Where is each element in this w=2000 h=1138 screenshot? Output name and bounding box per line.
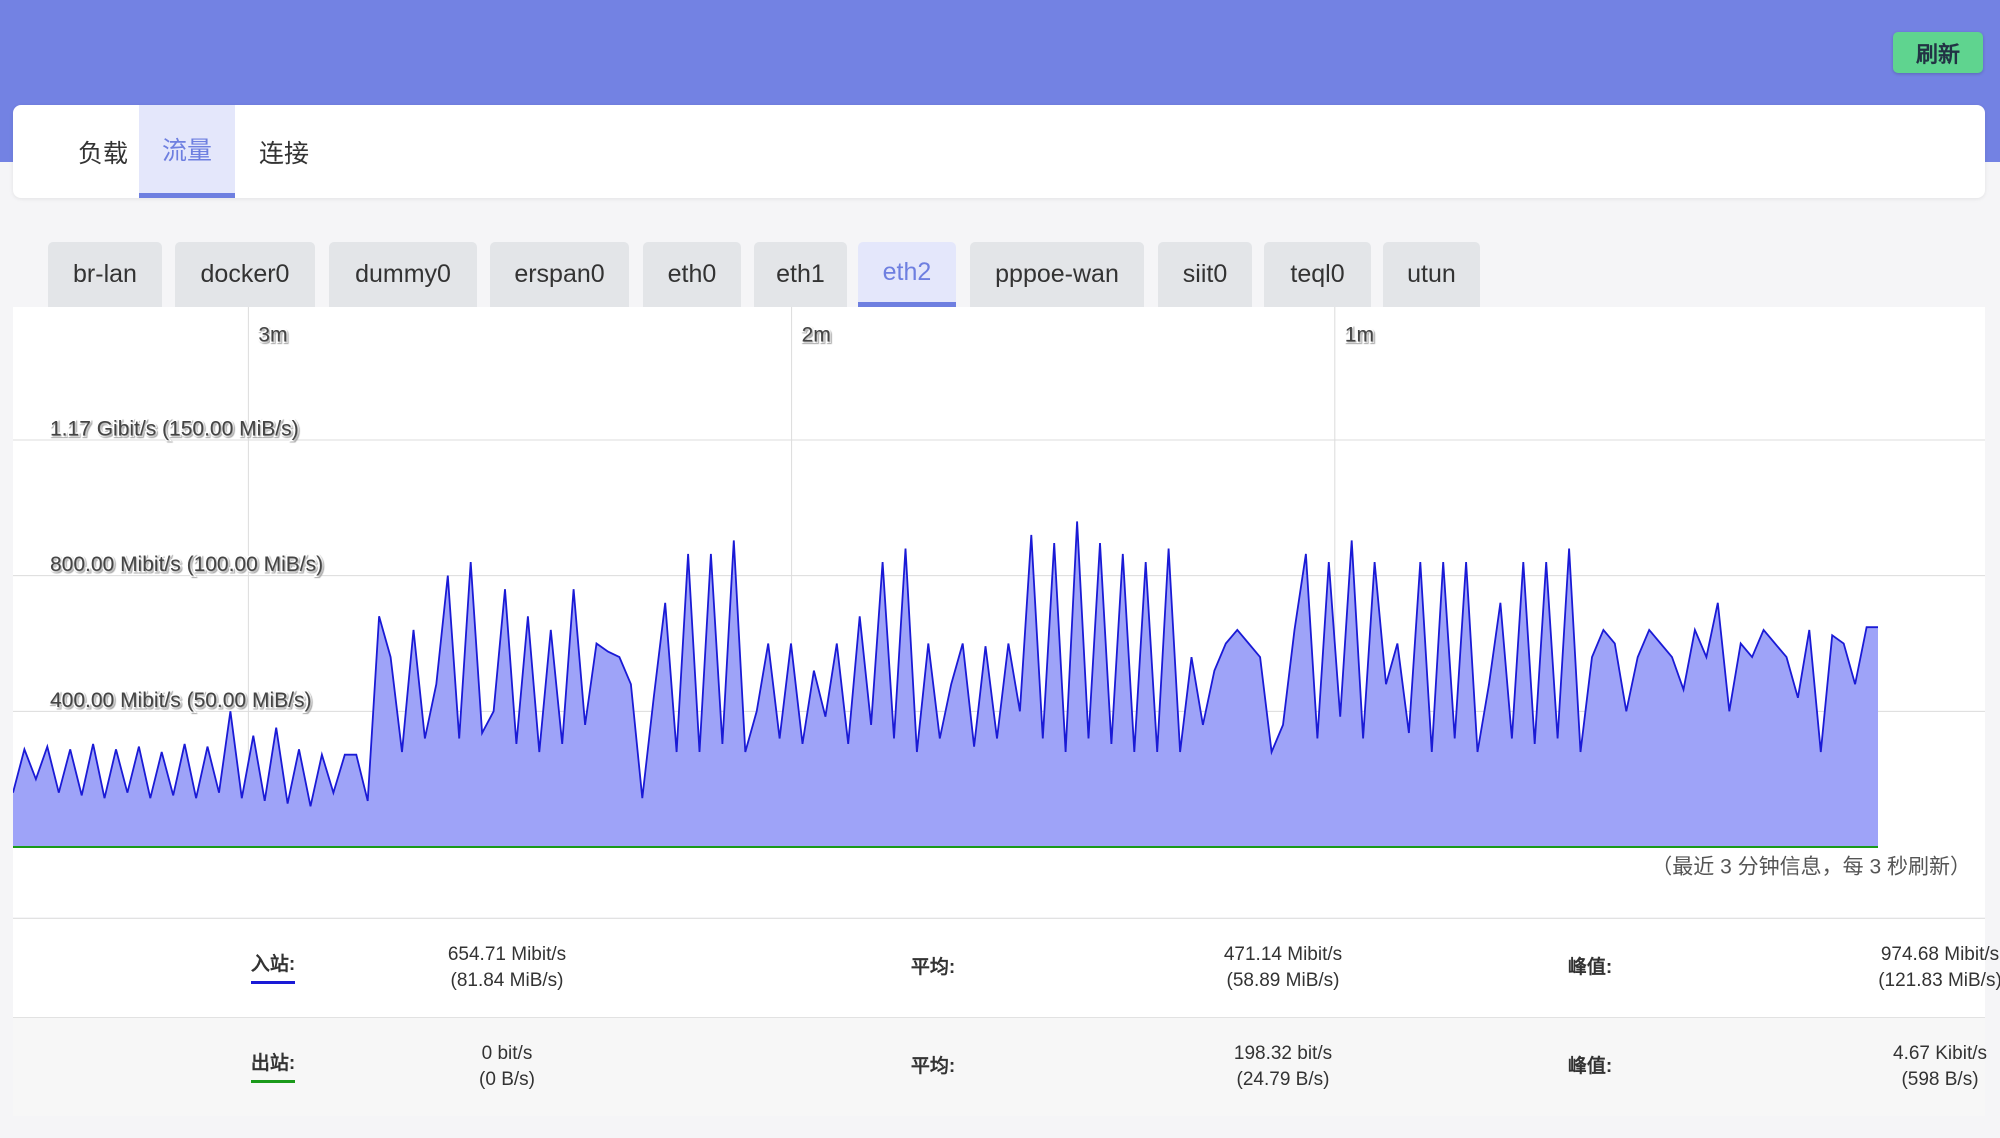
traffic-area bbox=[13, 521, 1878, 847]
interface-tab[interactable]: siit0 bbox=[1158, 242, 1252, 307]
interface-tab[interactable]: pppoe-wan bbox=[970, 242, 1144, 307]
peak-value: (598 B/s) bbox=[1901, 1069, 1979, 1090]
avg-value-cell: 471.14 Mibit/s (58.89 MiB/s) bbox=[1163, 919, 1403, 1017]
current-value: (81.84 MiB/s) bbox=[450, 970, 564, 991]
interface-tab[interactable]: br-lan bbox=[48, 242, 162, 307]
peak-value: 974.68 Mibit/s bbox=[1880, 944, 2000, 965]
avg-value: 198.32 bit/s bbox=[1233, 1043, 1333, 1064]
current-value-cell: 654.71 Mibit/s (81.84 MiB/s) bbox=[387, 919, 627, 1017]
interface-tab[interactable]: eth1 bbox=[754, 242, 847, 307]
interface-tab[interactable]: erspan0 bbox=[490, 242, 629, 307]
refresh-button[interactable]: 刷新 bbox=[1893, 32, 1983, 73]
x-tick-label: 3m bbox=[258, 324, 287, 347]
interface-tab[interactable]: dummy0 bbox=[329, 242, 477, 307]
avg-value: (58.89 MiB/s) bbox=[1226, 970, 1340, 991]
stats-row: 入站: 654.71 Mibit/s (81.84 MiB/s) 平均: 471.14 … bbox=[13, 918, 2000, 1017]
interface-tab[interactable]: eth2 bbox=[858, 242, 956, 307]
current-value-cell: 0 bit/s (0 B/s) bbox=[387, 1018, 627, 1116]
avg-value-cell: 198.32 bit/s (24.79 B/s) bbox=[1163, 1018, 1403, 1116]
traffic-line bbox=[12, 521, 1878, 807]
avg-label: 平均: bbox=[910, 957, 956, 978]
main-tab[interactable]: 连接 bbox=[258, 139, 309, 168]
current-value: 654.71 Mibit/s bbox=[447, 944, 567, 965]
y-tick-label: 800.00 Mibit/s (100.00 MiB/s) bbox=[50, 553, 323, 576]
interface-tab[interactable]: teql0 bbox=[1264, 242, 1371, 307]
graph-note: （最近 3 分钟信息，每 3 秒刷新） bbox=[1651, 856, 1971, 879]
interface-tab[interactable]: utun bbox=[1383, 242, 1480, 307]
peak-value: 4.67 Kibit/s bbox=[1893, 1043, 1987, 1064]
stats-label-cell: 出站: bbox=[228, 1018, 318, 1116]
avg-label: 平均: bbox=[910, 1056, 956, 1077]
traffic-graph: 3m 2m 1m 1.17 Gibit/s (150.00 MiB/s) 800.00 … bbox=[12, 307, 1985, 879]
avg-value: 471.14 Mibit/s bbox=[1223, 944, 1343, 965]
stats-label-cell: 入站: bbox=[228, 919, 318, 1017]
x-tick-label: 2m bbox=[802, 324, 831, 347]
interface-tab[interactable]: eth0 bbox=[643, 242, 741, 307]
main-tab-bar: 负载 流量 连接 bbox=[13, 105, 1985, 198]
peak-value: (121.83 MiB/s) bbox=[1878, 970, 2000, 991]
peak-label: 峰值: bbox=[1567, 1056, 1613, 1077]
interface-tab[interactable]: docker0 bbox=[175, 242, 315, 307]
y-tick-label: 1.17 Gibit/s (150.00 MiB/s) bbox=[50, 418, 299, 441]
main-tab[interactable]: 流量 bbox=[139, 105, 235, 198]
current-value: (0 B/s) bbox=[479, 1069, 535, 1090]
y-tick-label: 400.00 Mibit/s (50.00 MiB/s) bbox=[50, 689, 311, 712]
peak-value-cell: 974.68 Mibit/s (121.83 MiB/s) bbox=[1820, 919, 2000, 1017]
peak-value-cell: 4.67 Kibit/s (598 B/s) bbox=[1820, 1018, 2000, 1116]
x-tick-label: 1m bbox=[1345, 324, 1374, 347]
current-value: 0 bit/s bbox=[481, 1043, 533, 1064]
graph-panel: 3m 2m 1m 1.17 Gibit/s (150.00 MiB/s) 800.00 … bbox=[12, 307, 1985, 917]
peak-label: 峰值: bbox=[1567, 957, 1613, 978]
main-tab[interactable]: 负载 bbox=[77, 139, 128, 168]
stats-row: 出站: 0 bit/s (0 B/s) 平均: 198.32 bit/s (24.79 B… bbox=[13, 1017, 1987, 1116]
avg-value: (24.79 B/s) bbox=[1236, 1069, 1330, 1090]
direction-label: 出站: bbox=[250, 1051, 296, 1083]
direction-label: 入站: bbox=[250, 952, 296, 984]
